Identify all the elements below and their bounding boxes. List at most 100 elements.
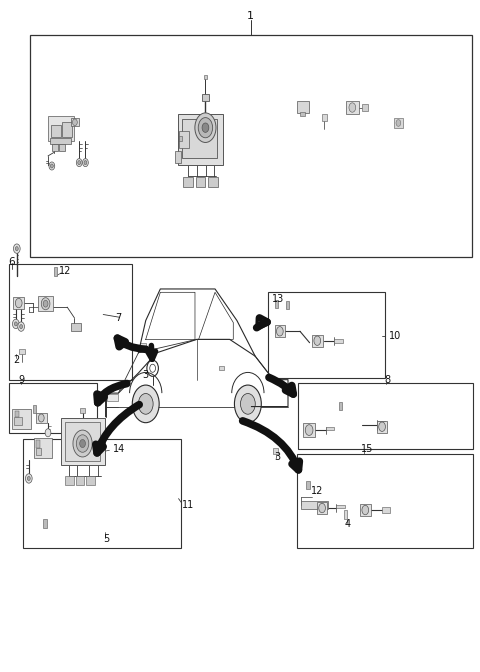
Bar bbox=[322, 114, 327, 121]
Bar bbox=[54, 267, 57, 276]
Bar bbox=[86, 476, 95, 485]
Bar bbox=[219, 366, 225, 370]
Bar bbox=[297, 454, 473, 548]
Circle shape bbox=[50, 164, 53, 168]
Bar bbox=[312, 335, 323, 347]
Circle shape bbox=[41, 298, 50, 310]
Circle shape bbox=[43, 300, 48, 307]
Bar bbox=[202, 94, 209, 101]
Bar bbox=[362, 104, 368, 111]
Bar bbox=[48, 116, 74, 141]
Circle shape bbox=[13, 244, 20, 253]
Text: 1: 1 bbox=[247, 11, 254, 21]
Bar bbox=[377, 421, 387, 433]
Bar bbox=[208, 177, 218, 187]
Circle shape bbox=[276, 327, 283, 336]
Circle shape bbox=[349, 103, 356, 112]
Bar bbox=[14, 417, 22, 425]
Bar bbox=[12, 409, 31, 429]
Circle shape bbox=[198, 118, 213, 138]
Bar bbox=[275, 300, 278, 308]
Circle shape bbox=[76, 159, 82, 167]
Bar bbox=[61, 418, 105, 465]
Circle shape bbox=[14, 322, 17, 326]
Text: 5: 5 bbox=[103, 534, 109, 544]
Circle shape bbox=[379, 422, 385, 431]
Circle shape bbox=[27, 476, 30, 480]
Bar bbox=[38, 296, 53, 311]
Bar bbox=[326, 427, 334, 430]
Bar bbox=[140, 343, 146, 347]
Text: 2: 2 bbox=[13, 355, 20, 364]
Bar bbox=[275, 325, 285, 337]
Bar bbox=[52, 144, 58, 151]
Bar bbox=[273, 448, 278, 454]
Bar bbox=[9, 383, 97, 433]
Circle shape bbox=[38, 414, 44, 422]
Circle shape bbox=[362, 505, 369, 515]
Bar bbox=[179, 136, 182, 141]
Circle shape bbox=[20, 325, 23, 329]
Bar bbox=[346, 101, 359, 114]
Circle shape bbox=[15, 247, 18, 251]
Circle shape bbox=[202, 123, 209, 132]
Circle shape bbox=[76, 435, 89, 452]
Circle shape bbox=[138, 394, 153, 414]
Circle shape bbox=[83, 159, 88, 167]
Bar bbox=[30, 35, 472, 257]
Bar bbox=[175, 151, 181, 163]
Bar bbox=[196, 177, 205, 187]
Circle shape bbox=[12, 319, 19, 329]
Bar bbox=[182, 119, 217, 158]
Text: 13: 13 bbox=[272, 294, 284, 304]
Bar bbox=[179, 131, 189, 148]
Text: 4: 4 bbox=[345, 519, 351, 529]
Bar bbox=[382, 507, 390, 513]
Text: 10: 10 bbox=[389, 331, 401, 341]
Bar bbox=[377, 421, 385, 425]
Circle shape bbox=[240, 394, 255, 414]
Bar bbox=[36, 413, 47, 423]
Bar bbox=[19, 349, 25, 354]
Circle shape bbox=[80, 439, 85, 448]
Bar bbox=[51, 125, 61, 137]
Circle shape bbox=[73, 430, 92, 457]
Bar bbox=[13, 297, 24, 309]
Bar bbox=[50, 138, 71, 144]
Bar bbox=[204, 75, 207, 79]
Circle shape bbox=[72, 119, 77, 126]
Text: 15: 15 bbox=[361, 444, 373, 454]
Bar bbox=[33, 405, 36, 413]
Bar bbox=[317, 502, 327, 514]
Text: 14: 14 bbox=[113, 444, 125, 454]
Bar bbox=[80, 408, 85, 413]
Text: 3: 3 bbox=[275, 452, 281, 462]
Bar bbox=[23, 439, 181, 548]
Bar bbox=[306, 481, 310, 489]
Text: 7: 7 bbox=[115, 313, 121, 323]
Circle shape bbox=[305, 425, 313, 435]
Circle shape bbox=[319, 503, 325, 513]
Bar bbox=[344, 510, 347, 519]
Text: 9: 9 bbox=[18, 375, 24, 384]
Bar bbox=[301, 501, 328, 509]
Bar bbox=[62, 122, 72, 137]
Bar bbox=[178, 114, 223, 165]
Circle shape bbox=[314, 336, 321, 345]
Circle shape bbox=[195, 113, 216, 142]
Circle shape bbox=[132, 385, 159, 423]
Bar bbox=[15, 411, 19, 417]
Bar bbox=[394, 118, 403, 128]
Bar bbox=[336, 505, 345, 508]
Bar bbox=[71, 118, 79, 126]
Bar bbox=[59, 144, 65, 151]
Text: 3: 3 bbox=[142, 370, 148, 380]
Text: 6: 6 bbox=[9, 257, 15, 267]
Bar bbox=[297, 101, 309, 113]
Bar bbox=[334, 339, 343, 343]
Text: 8: 8 bbox=[384, 375, 390, 384]
Text: 11: 11 bbox=[182, 501, 195, 510]
Circle shape bbox=[45, 429, 51, 437]
Bar bbox=[36, 440, 40, 448]
Circle shape bbox=[49, 162, 55, 170]
